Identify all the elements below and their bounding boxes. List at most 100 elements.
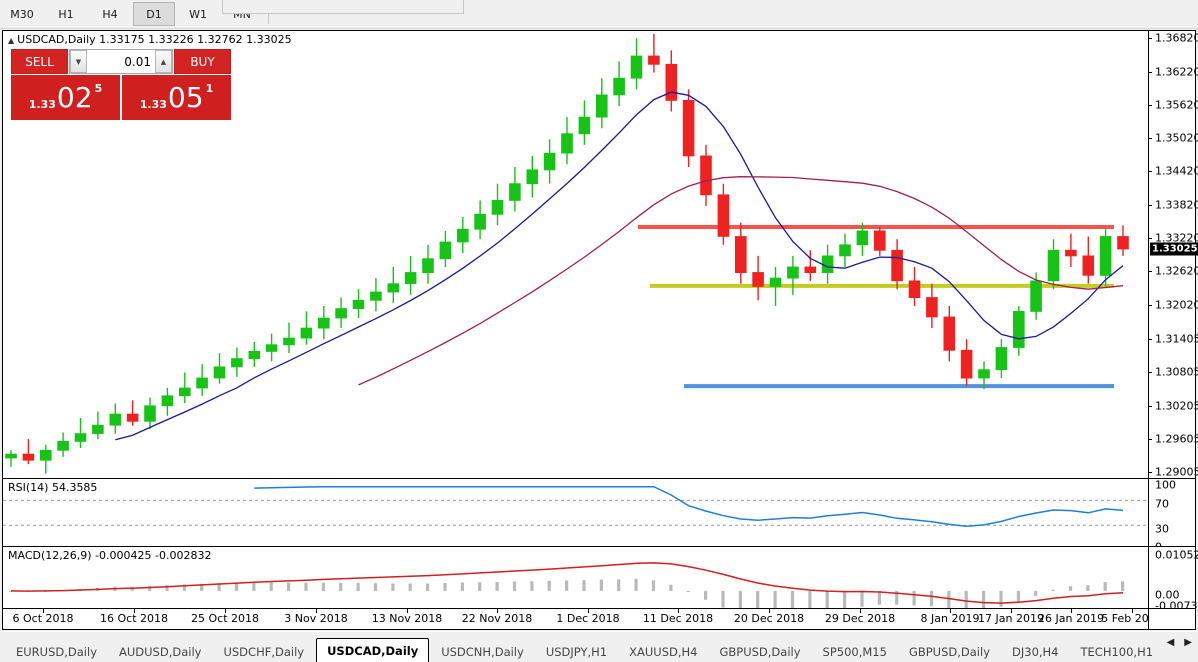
candlestick-svg <box>5 33 1129 474</box>
price-tick <box>1149 138 1152 140</box>
buy-price-fraction: 1 <box>205 82 214 95</box>
chart-tabs: EURUSD,Daily AUDUSD,Daily USDCHF,Daily USDC… <box>0 632 1163 662</box>
volume-decrement-button[interactable]: ▼ <box>70 50 87 73</box>
date-tick <box>225 609 226 613</box>
chart-window[interactable]: ▲ USDCAD,Daily 1.33175 1.33226 1.32762 1.… <box>2 30 1198 630</box>
chart-tab-usdcad-daily[interactable]: USDCAD,Daily <box>316 638 430 662</box>
top-toolbar: M30 H1 H4 D1 W1 MN <box>0 0 1198 29</box>
timeframe-h1[interactable]: H1 <box>58 7 74 21</box>
timeframe-h4[interactable]: H4 <box>102 7 118 21</box>
date-tick <box>950 609 951 613</box>
rsi-title: RSI(14) 54.3585 <box>8 481 98 494</box>
rsi-label: 30 <box>1155 522 1169 536</box>
price-label: 1.31405 <box>1155 332 1198 346</box>
price-tick <box>1149 38 1152 40</box>
buy-price-button[interactable]: 1.33 05 1 <box>122 75 231 120</box>
rsi-label: 70 <box>1155 497 1169 511</box>
date-scale[interactable]: 6 Oct 2018 16 Oct 2018 25 Oct 2018 3 Nov 20… <box>3 609 1198 629</box>
chart-tab-xauusd-h4[interactable]: XAUUSD,H4 <box>629 644 698 659</box>
macd-label: 0.010525 <box>1155 548 1198 562</box>
date-tick <box>316 609 317 613</box>
price-tick <box>1149 304 1152 306</box>
chart-tab-tech100-h1[interactable]: TECH100,H1 <box>1080 644 1154 659</box>
price-label: 1.35620 <box>1155 98 1198 112</box>
timeframe-w1[interactable]: W1 <box>189 7 207 21</box>
toolbar-panel-frame <box>222 0 464 14</box>
date-label: 6 Oct 2018 <box>12 612 74 625</box>
price-label: 1.33220 <box>1155 231 1198 245</box>
price-label: 1.32620 <box>1155 264 1198 278</box>
price-tick <box>1149 405 1152 407</box>
chart-tab-usdjpy-h1[interactable]: USDJPY,H1 <box>545 644 608 659</box>
buy-button[interactable]: BUY <box>174 49 231 74</box>
sell-price-prefix: 1.33 <box>28 98 56 111</box>
octp-top-row: SELL ▼ 0.01 ▲ BUY <box>11 49 231 74</box>
sell-price-big: 02 <box>56 80 93 114</box>
chart-tab-eurusd-daily[interactable]: EURUSD,Daily <box>16 644 97 659</box>
volume-increment-button[interactable]: ▲ <box>155 50 172 73</box>
price-tick <box>1149 171 1152 173</box>
one-click-trading-panel[interactable]: SELL ▼ 0.01 ▲ BUY 1.33 02 5 1.33 05 1 <box>11 49 231 120</box>
date-label: 8 Jan 2019 <box>920 612 980 625</box>
chart-tab-dj30-h4[interactable]: DJ30,H4 <box>1012 644 1059 659</box>
date-tick <box>497 609 498 613</box>
date-label: 13 Nov 2018 <box>371 612 443 625</box>
tab-next-icon[interactable]: ▶ <box>1184 636 1192 648</box>
chart-tab-audusd-daily[interactable]: AUDUSD,Daily <box>119 644 202 659</box>
price-tick <box>1149 104 1152 106</box>
date-label: 11 Dec 2018 <box>642 612 714 625</box>
date-label: 20 Dec 2018 <box>733 612 805 625</box>
rsi-svg <box>3 485 1148 528</box>
price-tick <box>1149 438 1152 440</box>
buy-price-prefix: 1.33 <box>139 98 167 111</box>
volume-value[interactable]: 0.01 <box>87 50 155 73</box>
price-label: 1.30805 <box>1155 365 1198 379</box>
date-label: 25 Oct 2018 <box>190 612 260 625</box>
price-tick <box>1149 271 1152 273</box>
macd-title: MACD(12,26,9) -0.000425 -0.002832 <box>8 549 212 562</box>
collapse-triangle-icon[interactable]: ▲ <box>8 35 15 45</box>
chart-tab-gbpusd-daily[interactable]: GBPUSD,Daily <box>908 644 990 659</box>
chart-tab-gbpusd-daily[interactable]: GBPUSD,Daily <box>719 644 801 659</box>
date-tick <box>43 609 44 613</box>
price-label: 1.34420 <box>1155 164 1198 178</box>
date-label: 22 Nov 2018 <box>461 612 533 625</box>
price-label: 1.36220 <box>1155 65 1198 79</box>
date-tick <box>588 609 589 613</box>
chart-tab-strip[interactable]: EURUSD,Daily AUDUSD,Daily USDCHF,Daily USDC… <box>0 631 1198 662</box>
chart-tab-usdcnh-daily[interactable]: USDCNH,Daily <box>441 644 524 659</box>
date-label: 5 Feb 2019 <box>1101 612 1163 625</box>
date-scale-corner <box>1148 609 1195 629</box>
price-tick <box>1149 204 1152 206</box>
price-label: 1.32020 <box>1155 298 1198 312</box>
date-tick <box>1071 609 1072 613</box>
tab-prev-icon[interactable]: ◀ <box>1166 636 1175 648</box>
timeframe-m30[interactable]: M30 <box>10 7 34 21</box>
rsi-pane[interactable]: RSI(14) 54.3585 10070300 <box>3 479 1195 554</box>
chart-tab-sp500-m15[interactable]: SP500,M15 <box>822 644 887 659</box>
toolbar-separator <box>268 4 269 24</box>
sell-button[interactable]: SELL <box>11 49 68 74</box>
octp-price-row: 1.33 02 5 1.33 05 1 <box>11 75 231 120</box>
chart-header-text: USDCAD,Daily 1.33175 1.33226 1.32762 1.3… <box>17 33 292 46</box>
buy-price-big: 05 <box>167 80 204 114</box>
macd-pane[interactable]: MACD(12,26,9) -0.000425 -0.002832 0.0105… <box>3 547 1198 613</box>
volume-field[interactable]: ▼ 0.01 ▲ <box>69 49 173 74</box>
macd-svg <box>9 562 1125 608</box>
price-label: 1.29605 <box>1155 432 1198 446</box>
price-tick <box>1149 372 1152 374</box>
date-label: 26 Jan 2019 <box>1038 612 1104 625</box>
price-pane[interactable]: ▲ USDCAD,Daily 1.33175 1.33226 1.32762 1.… <box>3 31 1198 479</box>
date-labels: 6 Oct 2018 16 Oct 2018 25 Oct 2018 3 Nov 20… <box>3 609 1198 629</box>
price-plot[interactable] <box>3 31 1148 478</box>
sell-price-button[interactable]: 1.33 02 5 <box>11 75 120 120</box>
timeframe-d1[interactable]: D1 <box>133 2 175 26</box>
date-tick <box>1132 609 1133 613</box>
macd-scale: 0.0105250.00-0.0073 <box>1148 547 1198 613</box>
date-tick <box>860 609 861 613</box>
date-tick <box>1011 609 1012 613</box>
price-label: 1.30205 <box>1155 399 1198 413</box>
price-scale[interactable]: 1.36820 1.36220 1.35620 1.35020 1.34420 1.338… <box>1148 31 1198 479</box>
chart-tab-usdchf-daily[interactable]: USDCHF,Daily <box>223 644 305 659</box>
rsi-plot <box>3 479 1148 546</box>
